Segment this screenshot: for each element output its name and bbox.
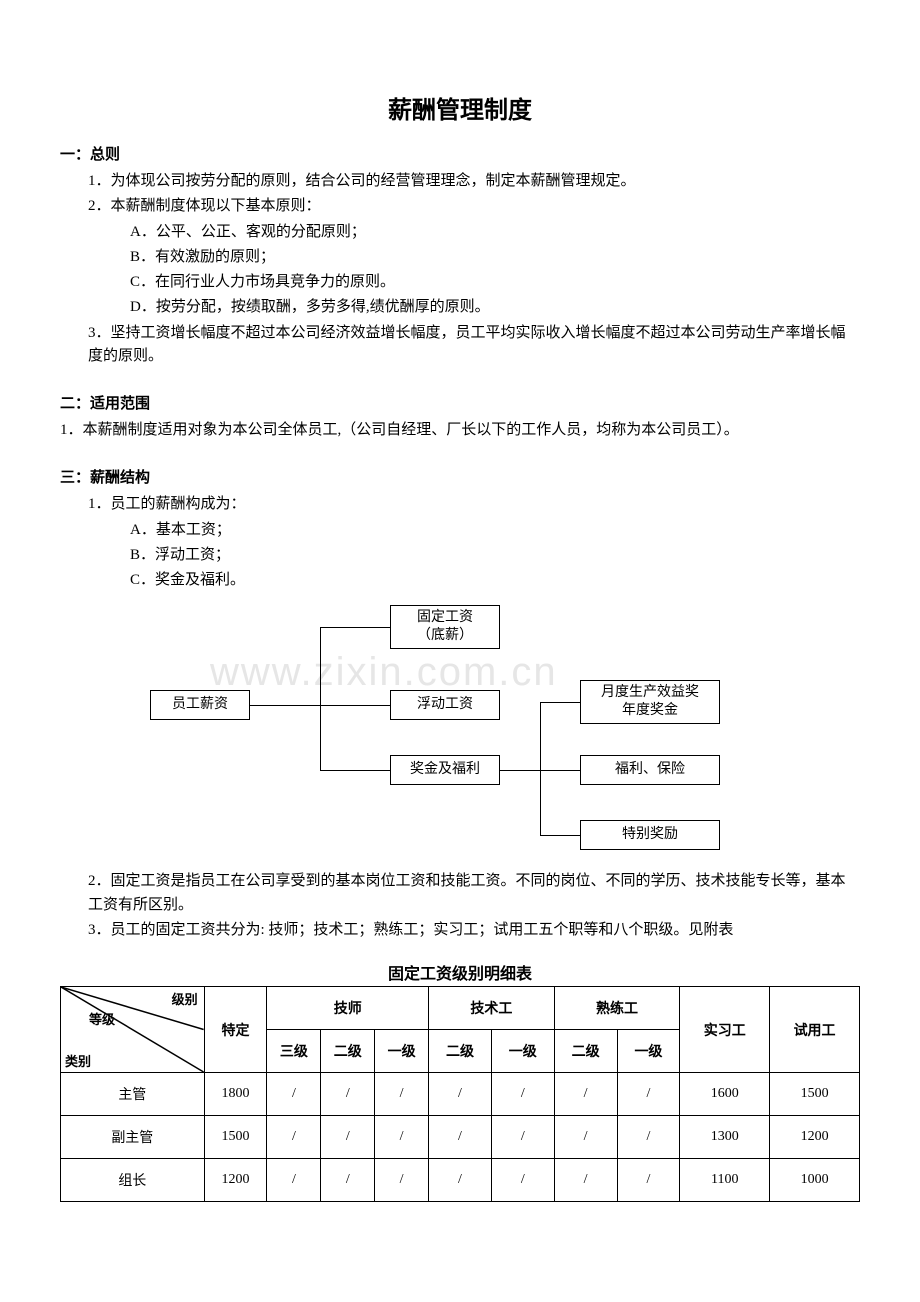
row2-special: 1200: [204, 1159, 267, 1202]
row0-c2: /: [375, 1073, 429, 1116]
node-month: 月度生产效益奖 年度奖金: [580, 680, 720, 724]
s1-p1: 1．为体现公司按劳分配的原则，结合公司的经营管理理念，制定本薪酬管理规定。: [88, 170, 860, 193]
table-header-row1: 级别 等级 类别 特定 技师 技术工 熟练工 实习工 试用工: [61, 987, 860, 1030]
diag-mid: 等级: [89, 1009, 115, 1028]
page-title: 薪酬管理制度: [60, 90, 860, 125]
sub-jishi-1: 一级: [375, 1030, 429, 1073]
salary-table: 级别 等级 类别 特定 技师 技术工 熟练工 实习工 试用工 三级 二级 一级 …: [60, 986, 860, 1202]
row0-cat: 主管: [61, 1073, 205, 1116]
node-welfare: 福利、保险: [580, 755, 720, 785]
row0-c3: /: [429, 1073, 492, 1116]
row2-cat: 组长: [61, 1159, 205, 1202]
table-title: 固定工资级别明细表: [60, 960, 860, 984]
s3-a: A．基本工资；: [130, 519, 860, 542]
sub-shulian-1: 一级: [617, 1030, 680, 1073]
s1-b: B．有效激励的原则；: [130, 246, 860, 269]
diag-top: 级别: [172, 989, 198, 1008]
node-month-l2: 年度奖金: [622, 702, 678, 720]
row1-special: 1500: [204, 1116, 267, 1159]
row1-c5: /: [554, 1116, 617, 1159]
node-special: 特别奖励: [580, 820, 720, 850]
node-bonus: 奖金及福利: [390, 755, 500, 785]
node-fixed-l1: 固定工资: [417, 609, 473, 627]
grp-jishu: 技术工: [429, 987, 555, 1030]
s3-p3: 3．员工的固定工资共分为: 技师；技术工；熟练工；实习工；试用工五个职等和八个职…: [88, 919, 860, 942]
grp-jishi: 技师: [267, 987, 429, 1030]
s3-c: C．奖金及福利。: [130, 569, 860, 592]
table-row: 组长 1200 / / / / / / / 1100 1000: [61, 1159, 860, 1202]
s3-p2: 2．固定工资是指员工在公司享受到的基本岗位工资和技能工资。不同的岗位、不同的学历…: [88, 870, 860, 917]
salary-diagram: www.zixin.com.cn 员工薪资 固定工资 （底薪） 浮动工资 奖金及…: [150, 600, 750, 860]
s3-b: B．浮动工资；: [130, 544, 860, 567]
node-month-l1: 月度生产效益奖: [601, 684, 699, 702]
row0-c6: /: [617, 1073, 680, 1116]
row1-c6: /: [617, 1116, 680, 1159]
section2-head: 二：适用范围: [60, 392, 860, 413]
row2-shiyong: 1000: [770, 1159, 860, 1202]
s1-a: A．公平、公正、客观的分配原则；: [130, 221, 860, 244]
sub-jishi-3: 三级: [267, 1030, 321, 1073]
row2-c0: /: [267, 1159, 321, 1202]
section1-head: 一：总则: [60, 143, 860, 164]
row1-shiyong: 1200: [770, 1116, 860, 1159]
s1-c: C．在同行业人力市场具竞争力的原则。: [130, 271, 860, 294]
sub-shulian-2: 二级: [554, 1030, 617, 1073]
col-shixi: 实习工: [680, 987, 770, 1073]
node-fixed: 固定工资 （底薪）: [390, 605, 500, 649]
row2-c1: /: [321, 1159, 375, 1202]
row2-c3: /: [429, 1159, 492, 1202]
table-row: 副主管 1500 / / / / / / / 1300 1200: [61, 1116, 860, 1159]
row1-shixi: 1300: [680, 1116, 770, 1159]
diag-header-cell: 级别 等级 类别: [61, 987, 205, 1073]
col-special: 特定: [204, 987, 267, 1073]
node-float: 浮动工资: [390, 690, 500, 720]
row1-c1: /: [321, 1116, 375, 1159]
sub-jishu-2: 二级: [429, 1030, 492, 1073]
grp-shulian: 熟练工: [554, 987, 680, 1030]
s3-p1: 1．员工的薪酬构成为：: [88, 493, 860, 516]
row1-c4: /: [491, 1116, 554, 1159]
row2-shixi: 1100: [680, 1159, 770, 1202]
row0-c1: /: [321, 1073, 375, 1116]
row1-c2: /: [375, 1116, 429, 1159]
table-row: 主管 1800 / / / / / / / 1600 1500: [61, 1073, 860, 1116]
section3-head: 三：薪酬结构: [60, 466, 860, 487]
row0-special: 1800: [204, 1073, 267, 1116]
diag-bot: 类别: [65, 1051, 91, 1070]
node-fixed-l2: （底薪）: [417, 627, 473, 645]
row0-c0: /: [267, 1073, 321, 1116]
row0-shixi: 1600: [680, 1073, 770, 1116]
s1-p3: 3．坚持工资增长幅度不超过本公司经济效益增长幅度，员工平均实际收入增长幅度不超过…: [88, 322, 860, 369]
node-root: 员工薪资: [150, 690, 250, 720]
row2-c6: /: [617, 1159, 680, 1202]
sub-jishi-2: 二级: [321, 1030, 375, 1073]
s1-p2: 2．本薪酬制度体现以下基本原则：: [88, 195, 860, 218]
sub-jishu-1: 一级: [491, 1030, 554, 1073]
col-shiyong: 试用工: [770, 987, 860, 1073]
watermark-text: www.zixin.com.cn: [210, 650, 558, 695]
row0-c4: /: [491, 1073, 554, 1116]
row0-shiyong: 1500: [770, 1073, 860, 1116]
row1-c0: /: [267, 1116, 321, 1159]
row1-c3: /: [429, 1116, 492, 1159]
row2-c5: /: [554, 1159, 617, 1202]
s2-p1: 1．本薪酬制度适用对象为本公司全体员工,（公司自经理、厂长以下的工作人员，均称为…: [60, 419, 860, 442]
row2-c2: /: [375, 1159, 429, 1202]
row0-c5: /: [554, 1073, 617, 1116]
row1-cat: 副主管: [61, 1116, 205, 1159]
row2-c4: /: [491, 1159, 554, 1202]
s1-d: D．按劳分配，按绩取酬，多劳多得,绩优酬厚的原则。: [130, 296, 860, 319]
